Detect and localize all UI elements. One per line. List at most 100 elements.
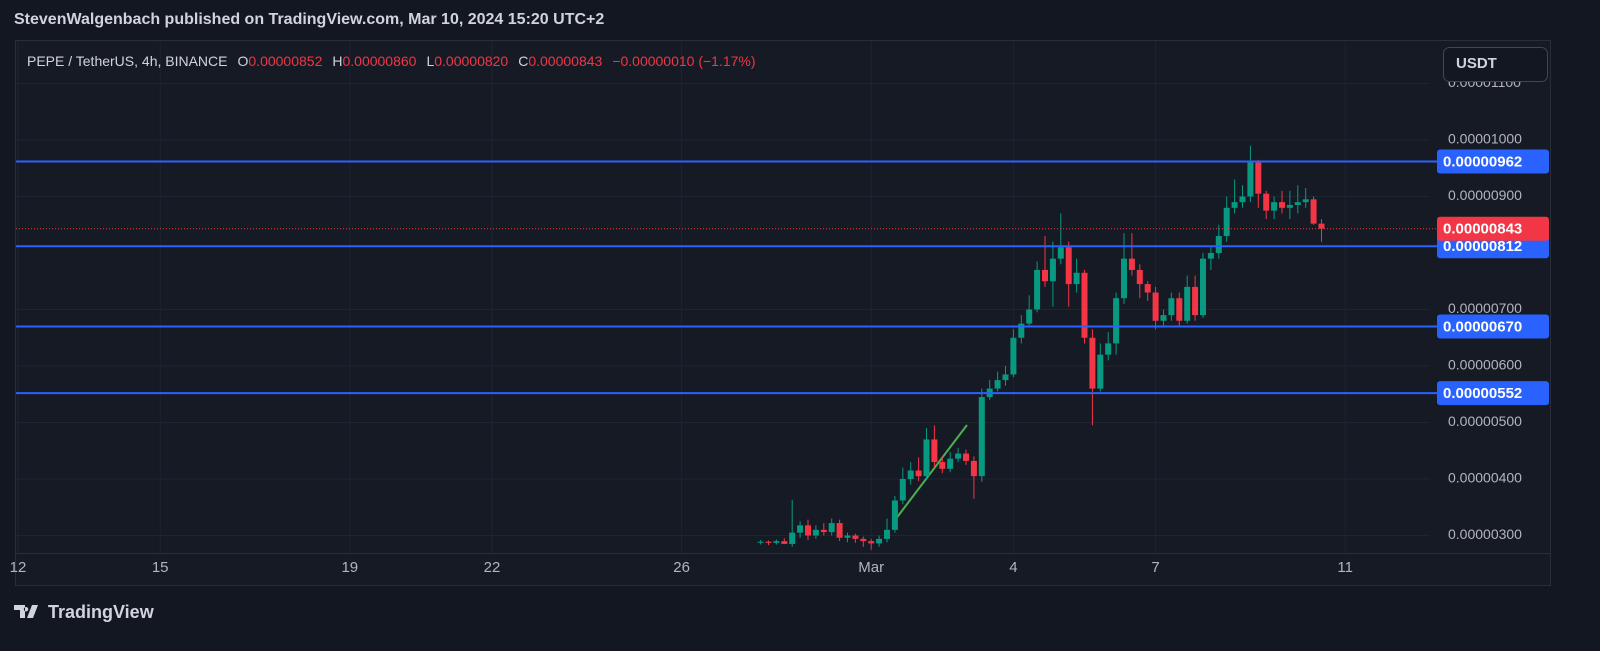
candle-body xyxy=(1223,207,1230,237)
candle-body xyxy=(1168,298,1175,316)
candle-body xyxy=(1271,202,1278,211)
candle-body xyxy=(1160,315,1167,321)
y-tick-label: 0.00001000 xyxy=(1448,131,1522,147)
candle-body xyxy=(1144,284,1151,293)
level-label-box xyxy=(1437,149,1549,174)
logo-icon xyxy=(14,605,38,618)
candle-body xyxy=(828,523,835,533)
currency-button-label[interactable]: USDT xyxy=(1456,55,1497,72)
candle-body xyxy=(907,470,914,479)
y-tick-label: 0.00000500 xyxy=(1448,413,1522,429)
candle-body xyxy=(1184,286,1191,321)
x-tick-label: 4 xyxy=(1009,559,1017,576)
candle-body xyxy=(1002,374,1009,381)
ohlc-value: 0.00000843 xyxy=(528,53,602,69)
candles xyxy=(757,145,1325,550)
last-price-label: 0.00000843 xyxy=(1443,221,1522,238)
candle-body xyxy=(1207,252,1214,259)
candle-body xyxy=(789,532,796,544)
candle-body xyxy=(757,541,764,543)
candle-body xyxy=(1302,199,1309,203)
candle-body xyxy=(868,541,875,544)
ohlc-key: L xyxy=(426,53,434,69)
symbol-legend: PEPE / TetherUS, 4h, BINANCE O0.00000852 H… xyxy=(27,53,756,69)
candle-body xyxy=(820,529,827,533)
x-tick-label: 22 xyxy=(484,559,501,576)
symbol: PEPE / TetherUS, 4h, BINANCE xyxy=(27,53,228,69)
candle-body xyxy=(836,523,843,538)
y-tick-label: 0.00000600 xyxy=(1448,357,1522,373)
candle-body xyxy=(1152,292,1159,321)
candle-body xyxy=(939,462,946,469)
level-label-box xyxy=(1437,314,1549,339)
candle-body xyxy=(947,458,954,469)
level-label: 0.00000812 xyxy=(1443,238,1522,255)
y-tick-label: 0.00000700 xyxy=(1448,300,1522,316)
candle-body xyxy=(773,541,780,543)
logo-text: TradingView xyxy=(48,602,155,622)
candle-body xyxy=(797,525,804,533)
chart-panel xyxy=(15,40,1551,586)
y-tick-label: 0.00000300 xyxy=(1448,526,1522,542)
last-price-box xyxy=(1437,216,1549,241)
candle-body xyxy=(1121,258,1127,299)
ohlc-value: 0.00000852 xyxy=(248,53,322,69)
x-tick-label: 15 xyxy=(152,559,169,576)
candle-body xyxy=(765,541,772,543)
candle-body xyxy=(915,470,922,477)
candle-body xyxy=(963,453,969,461)
levels: 0.00000962 0.00000812 0.00000670 0.00000552… xyxy=(16,149,1549,406)
candle-body xyxy=(1215,236,1222,253)
x-tick-label: 19 xyxy=(341,559,358,576)
ohlc-key: O xyxy=(238,53,249,69)
level-label: 0.00000670 xyxy=(1443,318,1522,335)
ohlc-key: C xyxy=(518,53,528,69)
candle-body xyxy=(1065,247,1072,285)
candle-body xyxy=(923,439,930,477)
candle-body xyxy=(852,535,859,539)
candle-body xyxy=(1136,269,1143,285)
candle-body xyxy=(860,538,867,542)
candle-body xyxy=(1105,343,1112,355)
x-tick-label: 26 xyxy=(673,559,690,576)
candle-body xyxy=(781,541,788,544)
candle-body xyxy=(1231,202,1238,208)
level-label: 0.00000552 xyxy=(1443,385,1522,402)
candle-body xyxy=(1239,196,1246,203)
candle-body xyxy=(844,535,851,538)
candle-body xyxy=(955,453,962,459)
candle-body xyxy=(970,460,977,477)
level-label: 0.00000962 xyxy=(1443,153,1522,170)
candle-body xyxy=(1318,223,1325,229)
trend-line xyxy=(894,424,968,521)
candle-body xyxy=(1113,298,1120,344)
x-tick-label: 11 xyxy=(1337,559,1353,576)
candle-body xyxy=(1286,204,1293,208)
candle-body xyxy=(1279,202,1285,208)
candle-body xyxy=(931,439,938,463)
candle-body xyxy=(978,397,985,477)
candle-body xyxy=(1310,199,1317,224)
currency-button[interactable] xyxy=(1443,47,1548,82)
candle-body xyxy=(1097,354,1104,389)
candle-body xyxy=(812,529,819,536)
candle-body xyxy=(1294,202,1301,205)
candle-body xyxy=(1073,272,1080,285)
x-tick-label: Mar xyxy=(858,559,884,576)
candle-body xyxy=(1247,162,1254,197)
candle-body xyxy=(1049,258,1056,282)
candle-body xyxy=(891,500,898,530)
candle-body xyxy=(899,478,906,501)
change: −0.00000010 (−1.17%) xyxy=(612,53,755,69)
x-tick-label: 12 xyxy=(10,559,27,576)
level-label-box xyxy=(1437,381,1549,406)
candle-body xyxy=(1089,337,1096,389)
candle-body xyxy=(1026,309,1033,324)
attribution: StevenWalgenbach published on TradingVie… xyxy=(14,11,604,28)
candle-body xyxy=(1057,247,1064,259)
candle-body xyxy=(1176,298,1183,321)
candle-body xyxy=(884,529,890,539)
candle-body xyxy=(1010,337,1017,375)
ohlc-key: H xyxy=(332,53,342,69)
